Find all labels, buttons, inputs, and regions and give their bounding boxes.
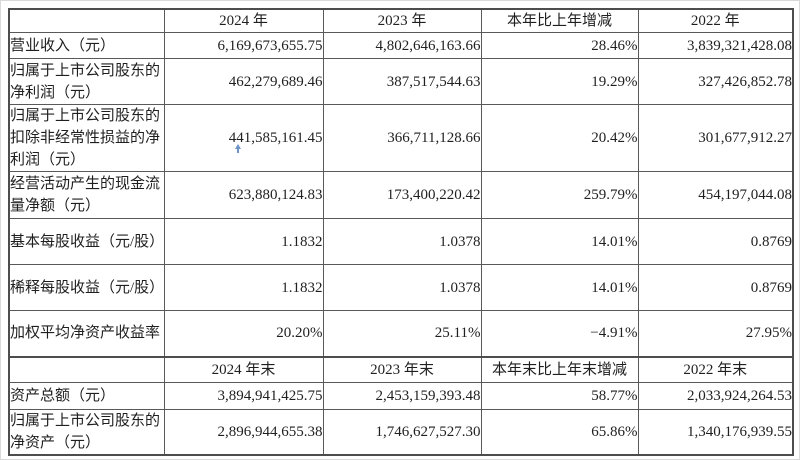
cell-2024-value: 3,894,941,425.75	[163, 382, 324, 410]
table-row-revenue: 营业收入（元） 6,169,673,655.75 4,802,646,163.6…	[8, 32, 794, 59]
cell-2023-value: 25.11%	[322, 310, 482, 357]
header-2024-yearend: 2024 年末	[163, 355, 324, 383]
header-empty-cell	[8, 8, 165, 33]
cell-2024-value: 623,880,124.83	[163, 171, 324, 219]
header-2024: 2024 年	[163, 8, 324, 33]
cell-change-value: 65.86%	[480, 409, 639, 456]
cell-2022-value: 3,839,321,428.08	[637, 32, 794, 59]
header-2023-yearend: 2023 年末	[322, 355, 482, 383]
cell-2024-value: 20.20%	[163, 310, 324, 357]
cell-2022-value: 454,197,044.08	[637, 171, 794, 219]
table-row-basic-eps: 基本每股收益（元/股） 1.1832 1.0378 14.01% 0.8769	[8, 218, 794, 265]
cell-2023-value: 366,711,128.66	[322, 104, 482, 172]
header-2022-yearend: 2022 年末	[637, 355, 794, 383]
cell-change-value: −4.91%	[480, 310, 639, 357]
cell-2023-value: 387,517,544.63	[322, 58, 482, 105]
cell-2024-value: 6,169,673,655.75	[163, 32, 324, 59]
cell-2022-value: 0.8769	[637, 218, 794, 265]
cell-change-value: 19.29%	[480, 58, 639, 105]
table-row-weighted-avg-roe: 加权平均净资产收益率 20.20% 25.11% −4.91% 27.95%	[8, 310, 794, 357]
cell-2022-value: 1,340,176,939.55	[637, 409, 794, 456]
row-label: 归属于上市公司股东的净资产（元）	[8, 409, 165, 456]
key-financial-data-table: 2024 年 2023 年 本年比上年增减 2022 年 营业收入（元） 6,1…	[8, 8, 794, 456]
cell-2022-value: 0.8769	[637, 264, 794, 311]
table-header-row-annual: 2024 年 2023 年 本年比上年增减 2022 年	[8, 8, 794, 33]
row-label: 稀释每股收益（元/股）	[8, 264, 165, 311]
table-row-diluted-eps: 稀释每股收益（元/股） 1.1832 1.0378 14.01% 0.8769	[8, 264, 794, 311]
table-row-net-profit-deducted: 归属于上市公司股东的扣除非经常性损益的净利润（元） 441,585,161.45…	[8, 104, 794, 172]
cell-2024-value: 462,279,689.46	[163, 58, 324, 105]
table-row-operating-cash-flow: 经营活动产生的现金流量净额（元） 623,880,124.83 173,400,…	[8, 171, 794, 219]
cell-2022-value: 27.95%	[637, 310, 794, 357]
row-label: 归属于上市公司股东的扣除非经常性损益的净利润（元）	[8, 104, 165, 172]
table-row-net-profit: 归属于上市公司股东的净利润（元） 462,279,689.46 387,517,…	[8, 58, 794, 105]
cell-change-value: 20.42%	[480, 104, 639, 172]
cell-2022-value: 301,677,912.27	[637, 104, 794, 172]
row-label: 营业收入（元）	[8, 32, 165, 59]
table-header-row-yearend: 2024 年末 2023 年末 本年末比上年末增减 2022 年末	[8, 355, 794, 383]
cell-2022-value: 2,033,924,264.53	[637, 382, 794, 410]
cell-change-value: 259.79%	[480, 171, 639, 219]
header-empty-cell	[8, 355, 165, 383]
header-yoy-change: 本年比上年增减	[480, 8, 639, 33]
table-row-net-assets: 归属于上市公司股东的净资产（元） 2,896,944,655.38 1,746,…	[8, 409, 794, 456]
cell-2024-value: 441,585,161.45	[163, 104, 324, 172]
cell-2023-value: 1.0378	[322, 218, 482, 265]
cell-change-value: 14.01%	[480, 264, 639, 311]
cell-2024-value: 2,896,944,655.38	[163, 409, 324, 456]
cell-2022-value: 327,426,852.78	[637, 58, 794, 105]
cell-change-value: 14.01%	[480, 218, 639, 265]
header-yearend-change: 本年末比上年末增减	[480, 355, 639, 383]
row-label: 加权平均净资产收益率	[8, 310, 165, 357]
cell-change-value: 58.77%	[480, 382, 639, 410]
header-2023: 2023 年	[322, 8, 482, 33]
row-label: 经营活动产生的现金流量净额（元）	[8, 171, 165, 219]
row-label: 基本每股收益（元/股）	[8, 218, 165, 265]
cell-2024-value: 1.1832	[163, 218, 324, 265]
cell-2023-value: 173,400,220.42	[322, 171, 482, 219]
cell-2023-value: 1.0378	[322, 264, 482, 311]
row-label: 资产总额（元）	[8, 382, 165, 410]
cell-2024-value: 1.1832	[163, 264, 324, 311]
cell-2023-value: 4,802,646,163.66	[322, 32, 482, 59]
cell-2023-value: 1,746,627,527.30	[322, 409, 482, 456]
header-2022: 2022 年	[637, 8, 794, 33]
cell-change-value: 28.46%	[480, 32, 639, 59]
cell-2023-value: 2,453,159,393.48	[322, 382, 482, 410]
table-row-total-assets: 资产总额（元） 3,894,941,425.75 2,453,159,393.4…	[8, 382, 794, 410]
row-label: 归属于上市公司股东的净利润（元）	[8, 58, 165, 105]
